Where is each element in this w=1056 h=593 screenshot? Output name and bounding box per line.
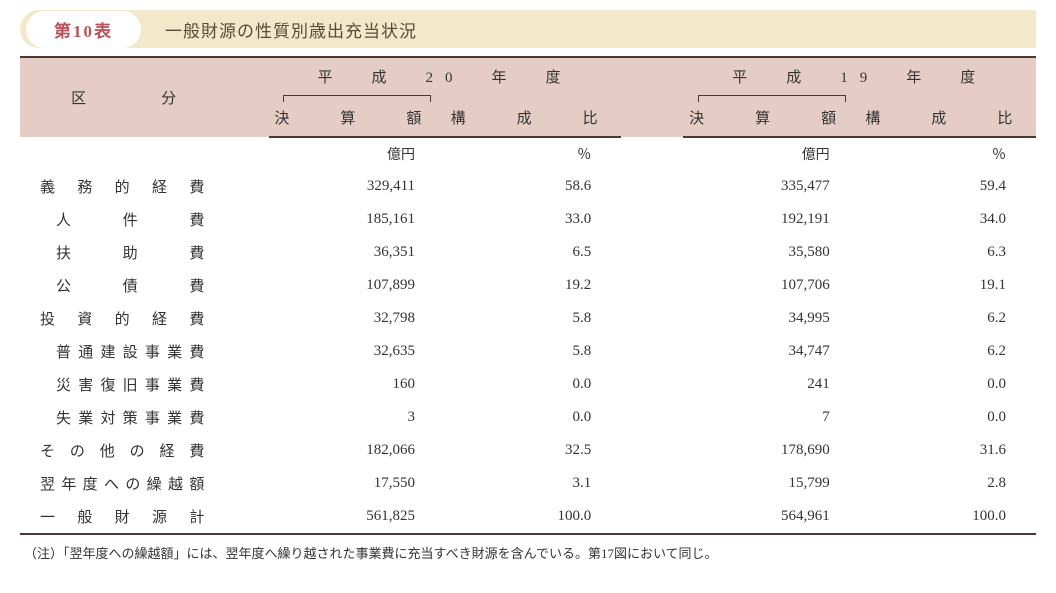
table-row: 投資的経費 32,7985.8 34,9956.2	[20, 302, 1036, 335]
row-y1-ratio: 3.1	[445, 467, 621, 500]
header-category: 区 分	[20, 57, 227, 137]
row-y1-ratio: 5.8	[445, 302, 621, 335]
row-y2-ratio: 6.2	[860, 335, 1036, 368]
row-category: 公債費	[20, 269, 227, 302]
row-y1-amount: 185,161	[269, 203, 445, 236]
row-category: その他の経費	[20, 434, 227, 467]
row-y2-ratio: 19.1	[860, 269, 1036, 302]
row-y2-amount: 564,961	[683, 500, 859, 534]
row-y1-amount: 36,351	[269, 236, 445, 269]
table-row: 災害復旧事業費1600.02410.0	[20, 368, 1036, 401]
row-category: 扶助費	[20, 236, 227, 269]
row-y1-amount: 329,411	[269, 170, 445, 203]
row-y1-amount: 3	[269, 401, 445, 434]
row-y2-ratio: 2.8	[860, 467, 1036, 500]
row-category: 普通建設事業費	[20, 335, 227, 368]
unit-amount-y1: 億円	[269, 137, 445, 170]
row-y2-amount: 192,191	[683, 203, 859, 236]
unit-amount-y2: 億円	[683, 137, 859, 170]
row-y1-ratio: 32.5	[445, 434, 621, 467]
row-category: 翌年度への繰越額	[20, 467, 227, 500]
header-spacer	[227, 57, 268, 137]
row-y1-ratio: 5.8	[445, 335, 621, 368]
row-y2-amount: 7	[683, 401, 859, 434]
table-title: 一般財源の性質別歳出充当状況	[165, 17, 417, 42]
row-y1-amount: 32,635	[269, 335, 445, 368]
row-y2-ratio: 6.2	[860, 302, 1036, 335]
data-table: 区 分 平 成 20 年 度 平 成 19 年 度 決 算 額 構 成 比 決 …	[20, 56, 1036, 535]
table-number-badge: 第10表	[26, 11, 141, 48]
row-y2-ratio: 100.0	[860, 500, 1036, 534]
row-y1-ratio: 6.5	[445, 236, 621, 269]
row-y2-ratio: 59.4	[860, 170, 1036, 203]
table-row: 義務的経費 329,41158.6 335,47759.4	[20, 170, 1036, 203]
row-y1-ratio: 33.0	[445, 203, 621, 236]
table-row: その他の経費 182,06632.5 178,69031.6	[20, 434, 1036, 467]
row-y1-ratio: 100.0	[445, 500, 621, 534]
row-y2-amount: 35,580	[683, 236, 859, 269]
row-y2-amount: 241	[683, 368, 859, 401]
table-row: 人件費 185,16133.0 192,19134.0	[20, 203, 1036, 236]
row-y1-amount: 32,798	[269, 302, 445, 335]
row-y1-ratio: 19.2	[445, 269, 621, 302]
row-y2-amount: 34,747	[683, 335, 859, 368]
table-body: 億円 ％ 億円 ％ 義務的経費329,41158.6335,47759.4人件費…	[20, 137, 1036, 534]
header-y1-amount: 決 算 額	[269, 95, 445, 137]
row-y2-ratio: 0.0	[860, 368, 1036, 401]
row-y2-ratio: 34.0	[860, 203, 1036, 236]
header-year2: 平 成 19 年 度	[683, 57, 1036, 95]
row-y1-ratio: 58.6	[445, 170, 621, 203]
row-y2-amount: 34,995	[683, 302, 859, 335]
row-y1-amount: 182,066	[269, 434, 445, 467]
table-row: 失業対策事業費30.070.0	[20, 401, 1036, 434]
row-y2-amount: 178,690	[683, 434, 859, 467]
row-category: 人件費	[20, 203, 227, 236]
row-y2-amount: 107,706	[683, 269, 859, 302]
row-y1-amount: 160	[269, 368, 445, 401]
row-y2-amount: 15,799	[683, 467, 859, 500]
row-y1-ratio: 0.0	[445, 401, 621, 434]
footnote: （注）「翌年度への繰越額」には、翌年度へ繰り越された事業費に充当すべき財源を含ん…	[20, 543, 1036, 562]
unit-ratio-y1: ％	[445, 137, 621, 170]
unit-ratio-y2: ％	[860, 137, 1036, 170]
row-y1-ratio: 0.0	[445, 368, 621, 401]
table-row: 扶助費 36,3516.5 35,5806.3	[20, 236, 1036, 269]
row-category: 投資的経費	[20, 302, 227, 335]
header-gap	[621, 57, 683, 137]
row-category: 一般財源計	[20, 500, 227, 534]
unit-row: 億円 ％ 億円 ％	[20, 137, 1036, 170]
row-category: 失業対策事業費	[20, 401, 227, 434]
header-y2-ratio: 構 成 比	[860, 95, 1036, 137]
row-y2-amount: 335,477	[683, 170, 859, 203]
row-y2-ratio: 0.0	[860, 401, 1036, 434]
row-y2-ratio: 31.6	[860, 434, 1036, 467]
title-bar: 第10表 一般財源の性質別歳出充当状況	[20, 10, 1036, 48]
table-row: 公債費 107,89919.2 107,70619.1	[20, 269, 1036, 302]
row-y1-amount: 107,899	[269, 269, 445, 302]
header-year1: 平 成 20 年 度	[269, 57, 621, 95]
table-row: 一般財源計561,825100.0564,961100.0	[20, 500, 1036, 534]
table-row: 普通建設事業費 32,6355.8 34,7476.2	[20, 335, 1036, 368]
header-y1-ratio: 構 成 比	[445, 95, 621, 137]
row-y1-amount: 17,550	[269, 467, 445, 500]
header-y2-amount: 決 算 額	[683, 95, 859, 137]
row-category: 災害復旧事業費	[20, 368, 227, 401]
table-row: 翌年度への繰越額 17,5503.1 15,7992.8	[20, 467, 1036, 500]
row-category: 義務的経費	[20, 170, 227, 203]
row-y2-ratio: 6.3	[860, 236, 1036, 269]
row-y1-amount: 561,825	[269, 500, 445, 534]
